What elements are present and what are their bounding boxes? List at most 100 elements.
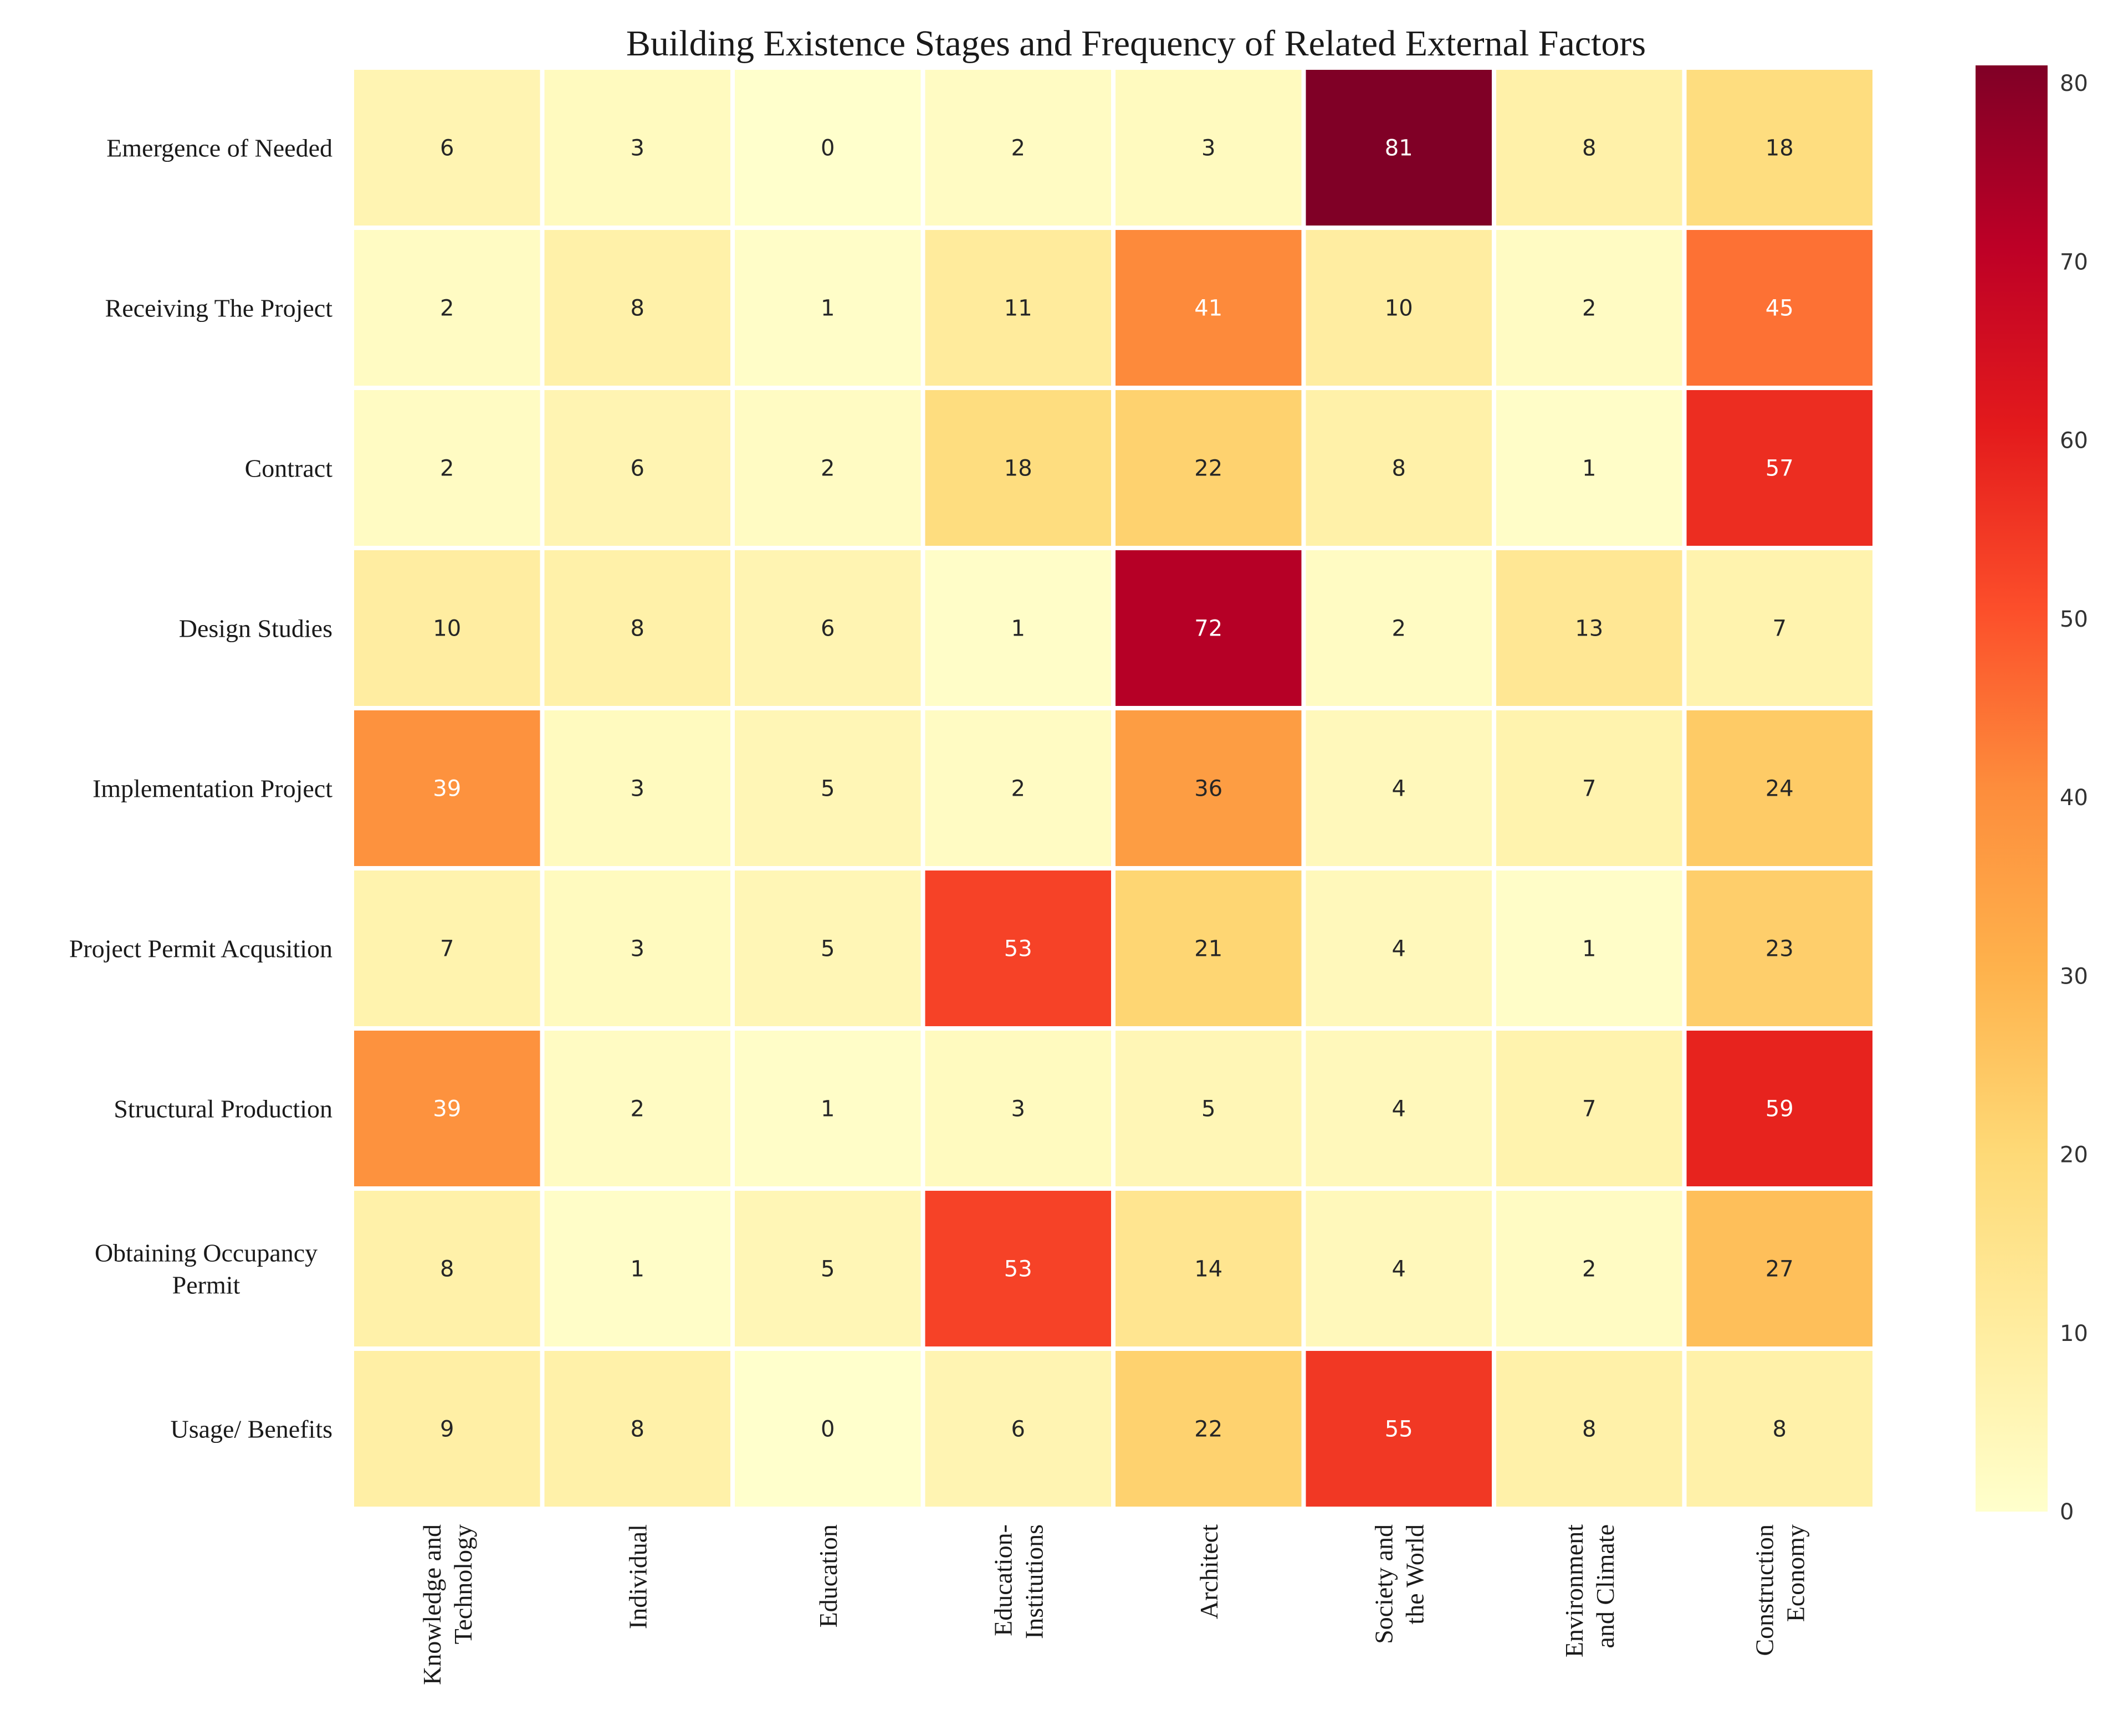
heatmap-cell: [1306, 870, 1492, 1026]
column-label: Economy: [1781, 1524, 1809, 1622]
cell-value-label: 6: [631, 456, 644, 482]
cell-value-label: 53: [1004, 936, 1032, 962]
colorbar-tick-label: 10: [2060, 1321, 2088, 1346]
cell-value-label: 57: [1766, 456, 1794, 482]
heatmap-cell: [925, 1351, 1111, 1507]
cell-value-label: 2: [1582, 1257, 1596, 1282]
cell-value-label: 36: [1194, 776, 1222, 802]
cell-value-label: 5: [1201, 1097, 1215, 1122]
cell-value-label: 5: [821, 936, 835, 962]
cell-value-label: 1: [1011, 616, 1025, 642]
row-label: Design Studies: [179, 614, 332, 643]
cell-value-label: 2: [440, 456, 454, 482]
heatmap-cell: [1686, 70, 1872, 226]
heatmap-cell: [544, 870, 730, 1026]
cell-value-label: 5: [821, 1257, 835, 1282]
cell-value-label: 8: [1582, 1417, 1596, 1442]
row-label: Permit: [172, 1271, 241, 1299]
cell-value-label: 53: [1004, 1257, 1032, 1282]
cell-value-label: 1: [1582, 456, 1596, 482]
cell-value-label: 8: [440, 1257, 454, 1282]
cell-value-label: 18: [1766, 136, 1794, 161]
heatmap-cell: [1116, 390, 1302, 546]
column-label: Individual: [623, 1524, 652, 1629]
heatmap-cell: [1306, 710, 1492, 866]
heatmap-cell: [1306, 230, 1492, 386]
heatmap-cell: [1496, 390, 1682, 546]
cell-value-label: 8: [1392, 456, 1406, 482]
cell-value-label: 3: [1201, 136, 1215, 161]
heatmap-cell: [544, 390, 730, 546]
row-label: Receiving The Project: [105, 294, 333, 322]
heatmap-cell: [354, 1031, 540, 1186]
cell-value-label: 10: [433, 616, 461, 642]
heatmap-cell: [1496, 1191, 1682, 1346]
heatmap-cell: [1306, 550, 1492, 706]
cell-value-label: 2: [821, 456, 835, 482]
cell-value-label: 81: [1385, 136, 1413, 161]
cell-value-label: 27: [1766, 1257, 1794, 1282]
row-label: Implementation Project: [93, 775, 332, 803]
column-label: Education: [814, 1524, 842, 1628]
heatmap-cell: [1496, 230, 1682, 386]
heatmap-cell: [1496, 550, 1682, 706]
cell-value-label: 7: [1582, 776, 1596, 802]
row-label: Emergence of Needed: [106, 134, 332, 162]
colorbar-gradient: [1976, 65, 2048, 1512]
column-label: Society and: [1369, 1524, 1398, 1644]
heatmap-cell: [354, 550, 540, 706]
heatmap-cell: [1496, 870, 1682, 1026]
heatmap-cell: [925, 1191, 1111, 1346]
cell-value-label: 8: [1582, 136, 1596, 161]
cell-value-label: 8: [1773, 1417, 1787, 1442]
cell-value-label: 22: [1194, 456, 1222, 482]
heatmap-cell: [1496, 1031, 1682, 1186]
heatmap-cell: [925, 390, 1111, 546]
heatmap-cell: [354, 1191, 540, 1346]
heatmap-cell: [925, 230, 1111, 386]
cell-value-label: 59: [1766, 1097, 1794, 1122]
cell-value-label: 72: [1194, 616, 1222, 642]
heatmap-cell: [544, 1191, 730, 1346]
cell-value-label: 1: [821, 296, 835, 321]
cell-value-label: 13: [1575, 616, 1603, 642]
cell-value-label: 0: [821, 136, 835, 161]
cell-value-label: 55: [1385, 1417, 1413, 1442]
cell-value-label: 39: [433, 776, 461, 802]
heatmap-cell: [1686, 710, 1872, 866]
cell-value-label: 5: [821, 776, 835, 802]
heatmap-cell: [1306, 1351, 1492, 1507]
cell-value-label: 1: [821, 1097, 835, 1122]
row-label: Contract: [245, 454, 333, 483]
cell-value-label: 6: [440, 136, 454, 161]
heatmap-cell: [735, 230, 921, 386]
heatmap-cell: [1306, 1031, 1492, 1186]
heatmap-cell: [1116, 710, 1302, 866]
heatmap-cell: [735, 390, 921, 546]
cell-value-label: 23: [1766, 936, 1794, 962]
cell-value-label: 2: [1582, 296, 1596, 321]
heatmap-cell: [735, 550, 921, 706]
heatmap-cell: [544, 1351, 730, 1507]
column-labels: Knowledge and Technology Individual Educati…: [418, 1524, 1810, 1685]
heatmap-cell: [735, 870, 921, 1026]
heatmap-cell: [354, 230, 540, 386]
cell-value-label: 2: [1011, 136, 1025, 161]
heatmap-cell: [1306, 1191, 1492, 1346]
colorbar-tick-label: 70: [2060, 249, 2088, 275]
heatmap-cell: [925, 1031, 1111, 1186]
cell-value-label: 6: [1011, 1417, 1025, 1442]
heatmap-cell: [1116, 870, 1302, 1026]
cell-value-label: 24: [1766, 776, 1794, 802]
cell-value-label: 39: [433, 1097, 461, 1122]
cell-value-label: 1: [631, 1257, 644, 1282]
heatmap-cell: [1116, 230, 1302, 386]
heatmap-cell: [1686, 1351, 1872, 1507]
heatmap-cell: [544, 230, 730, 386]
cell-value-label: 4: [1392, 936, 1406, 962]
colorbar-tick-label: 60: [2060, 428, 2088, 454]
cell-value-label: 8: [631, 1417, 644, 1442]
heatmap-cell: [544, 710, 730, 866]
